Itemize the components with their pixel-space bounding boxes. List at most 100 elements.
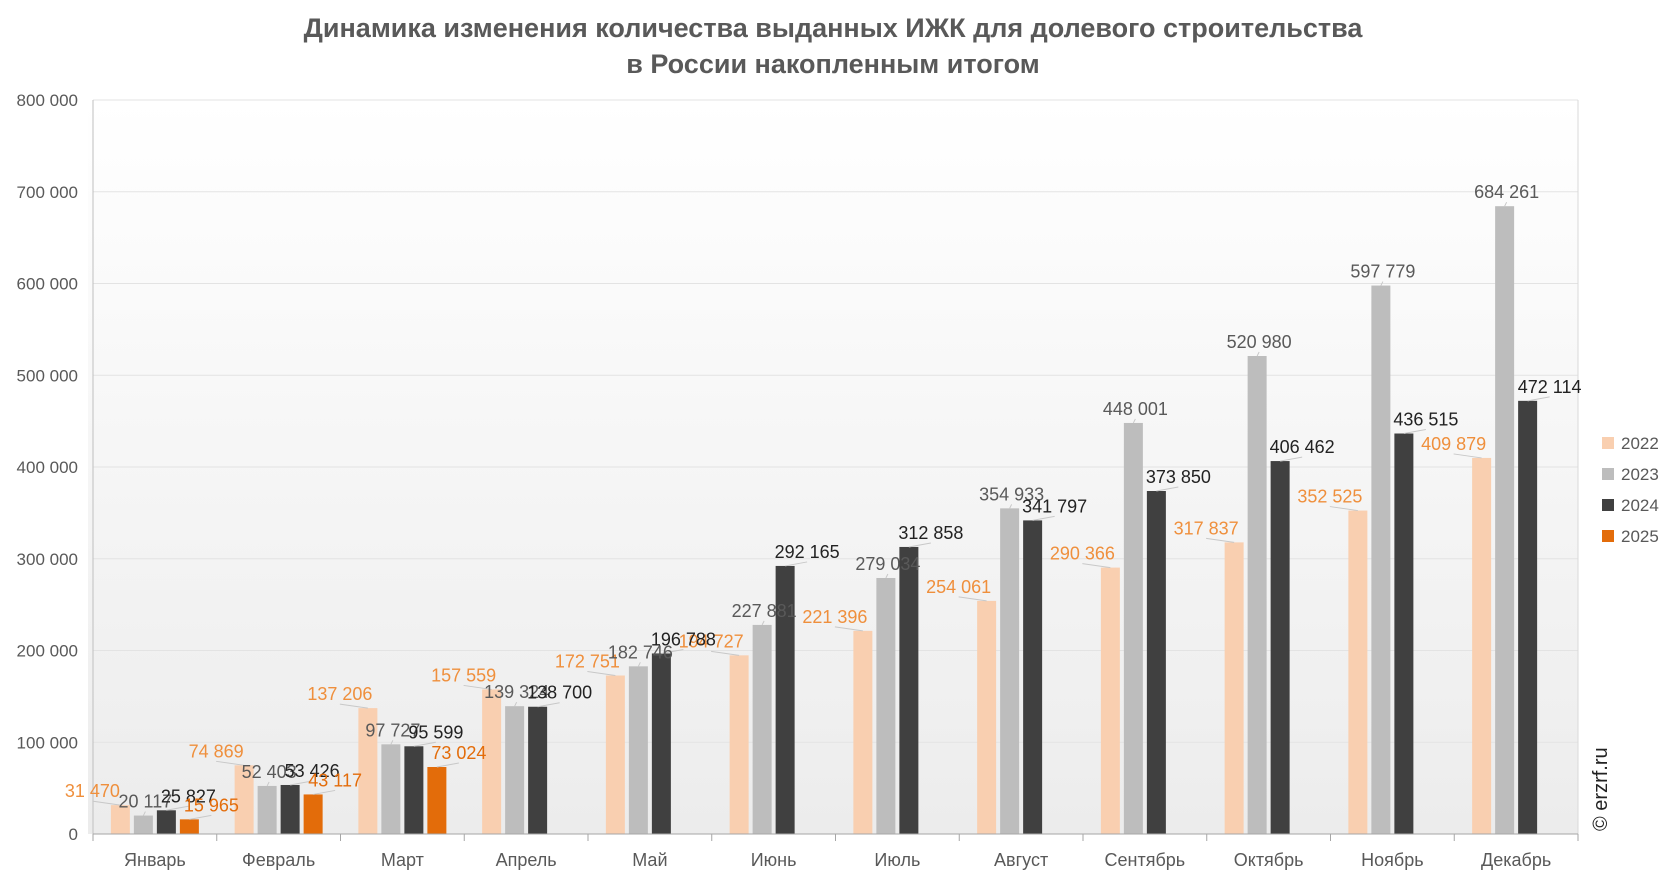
data-label-2022-7: 254 061 [926, 577, 991, 597]
bar-2023-6 [876, 577, 896, 834]
x-tick-label: Ноябрь [1361, 850, 1423, 870]
label-leader-line [266, 781, 270, 787]
bar-2024-0 [156, 810, 176, 834]
label-leader-line [958, 596, 987, 602]
x-tick-label: Май [632, 850, 667, 870]
x-axis: Январь Февраль Март Апрель Май Июнь Июль Август… [92, 833, 1579, 870]
data-label-2024-10: 436 515 [1393, 409, 1458, 429]
bar-2024-2 [404, 746, 424, 834]
x-tick-label: Март [381, 850, 424, 870]
legend-label-2022: 2022 [1621, 434, 1659, 453]
label-leader-line [1156, 486, 1179, 492]
bar-2022-0 [110, 805, 130, 834]
label-leader-line [1527, 396, 1550, 402]
bar-2023-1 [257, 785, 277, 834]
data-label-2022-2: 137 206 [307, 684, 372, 704]
y-tick-label: 500 000 [17, 366, 78, 385]
label-leader-line [908, 542, 931, 548]
data-label-2023-9: 520 980 [1227, 332, 1292, 352]
label-leader-line [189, 814, 212, 820]
y-tick-label: 300 000 [17, 550, 78, 569]
data-label-2022-10: 352 525 [1297, 487, 1362, 507]
legend: 2022 2023 2024 2025 [1602, 434, 1659, 546]
x-tick-label: Октябрь [1234, 850, 1304, 870]
bar-2022-7 [977, 600, 997, 834]
label-leader-line [785, 561, 808, 567]
legend-swatch-2024 [1602, 499, 1614, 511]
bar-2023-2 [381, 744, 401, 834]
bar-2024-8 [1146, 490, 1166, 834]
legend-label-2024: 2024 [1621, 496, 1659, 515]
bar-2025-1 [303, 794, 323, 834]
x-tick-label: Декабрь [1481, 850, 1551, 870]
x-tick-label: Июль [874, 850, 920, 870]
data-label-2023-3: 139 324 [484, 682, 549, 702]
bar-2024-10 [1394, 433, 1414, 834]
data-label-2023-7: 354 933 [979, 484, 1044, 504]
data-label-2022-5: 194 727 [679, 631, 744, 651]
data-label-2024-7: 341 797 [1022, 496, 1087, 516]
bar-2022-10 [1348, 510, 1368, 834]
legend-swatch-2025 [1602, 530, 1614, 542]
bar-2024-4 [651, 653, 671, 834]
data-label-2025-0: 15 965 [184, 795, 239, 815]
legend-swatch-2023 [1602, 468, 1614, 480]
data-label-2024-5: 292 165 [775, 542, 840, 562]
bar-2023-7 [1000, 508, 1020, 834]
bar-2024-5 [775, 565, 795, 834]
label-leader-line [1280, 456, 1303, 462]
data-label-2023-1: 52 403 [242, 762, 297, 782]
bar-2024-7 [1023, 520, 1043, 834]
label-leader-line [1132, 418, 1136, 424]
bar-2023-4 [628, 666, 648, 834]
y-axis: 0 100 000 200 000 300 000 400 000 500 000 600 … [17, 91, 1579, 844]
label-leader-line [711, 650, 740, 656]
data-label-2022-9: 317 837 [1174, 518, 1239, 538]
bar-2024-1 [280, 784, 300, 834]
y-tick-label: 0 [69, 825, 78, 844]
x-tick-label: Февраль [242, 850, 315, 870]
data-label-2023-4: 182 746 [608, 642, 673, 662]
bar-2022-3 [482, 689, 502, 834]
bar-2022-5 [729, 655, 749, 834]
label-leader-line [1329, 506, 1358, 512]
data-label-2022-1: 74 869 [189, 741, 244, 761]
data-label-2023-6: 279 034 [855, 554, 920, 574]
label-leader-line [413, 741, 436, 747]
label-leader-line [1032, 515, 1055, 521]
label-leader-line [1206, 537, 1235, 543]
data-label-2023-0: 20 117 [119, 792, 173, 812]
label-leader-line [661, 648, 684, 654]
bar-2022-9 [1224, 542, 1244, 834]
label-leader-line [537, 702, 560, 708]
y-tick-label: 700 000 [17, 183, 78, 202]
label-leader-line [1256, 351, 1260, 357]
label-leader-line [637, 662, 641, 667]
chart-title-line-2: в России накопленным итогом [626, 49, 1040, 79]
label-leader-line [436, 762, 459, 768]
bar-2023-5 [752, 624, 772, 834]
data-label-2024-4: 196 788 [651, 629, 716, 649]
data-label-2024-1: 53 426 [285, 761, 340, 781]
data-label-2025-2: 73 024 [431, 743, 486, 763]
chart-title: Динамика изменения количества выданных И… [0, 10, 1666, 82]
bar-2022-8 [1100, 567, 1120, 834]
data-label-2022-8: 290 366 [1050, 544, 1115, 564]
label-leader-line [1403, 429, 1426, 434]
data-label-2024-6: 312 858 [898, 523, 963, 543]
label-leader-line [1453, 453, 1482, 459]
label-leader-line [92, 800, 121, 806]
bar-2025-2 [427, 767, 447, 834]
label-leader-lines [92, 201, 1550, 820]
bar-2022-2 [358, 708, 378, 834]
label-leader-line [313, 789, 336, 795]
label-leader-line [339, 703, 368, 709]
x-tick-label: Январь [124, 850, 186, 870]
chart-title-line-1: Динамика изменения количества выданных И… [303, 13, 1363, 43]
label-leader-line [1009, 504, 1013, 509]
legend-label-2025: 2025 [1621, 527, 1659, 546]
data-label-2024-8: 373 850 [1146, 467, 1211, 487]
gridlines [93, 99, 1578, 743]
bar-2023-9 [1247, 356, 1267, 834]
